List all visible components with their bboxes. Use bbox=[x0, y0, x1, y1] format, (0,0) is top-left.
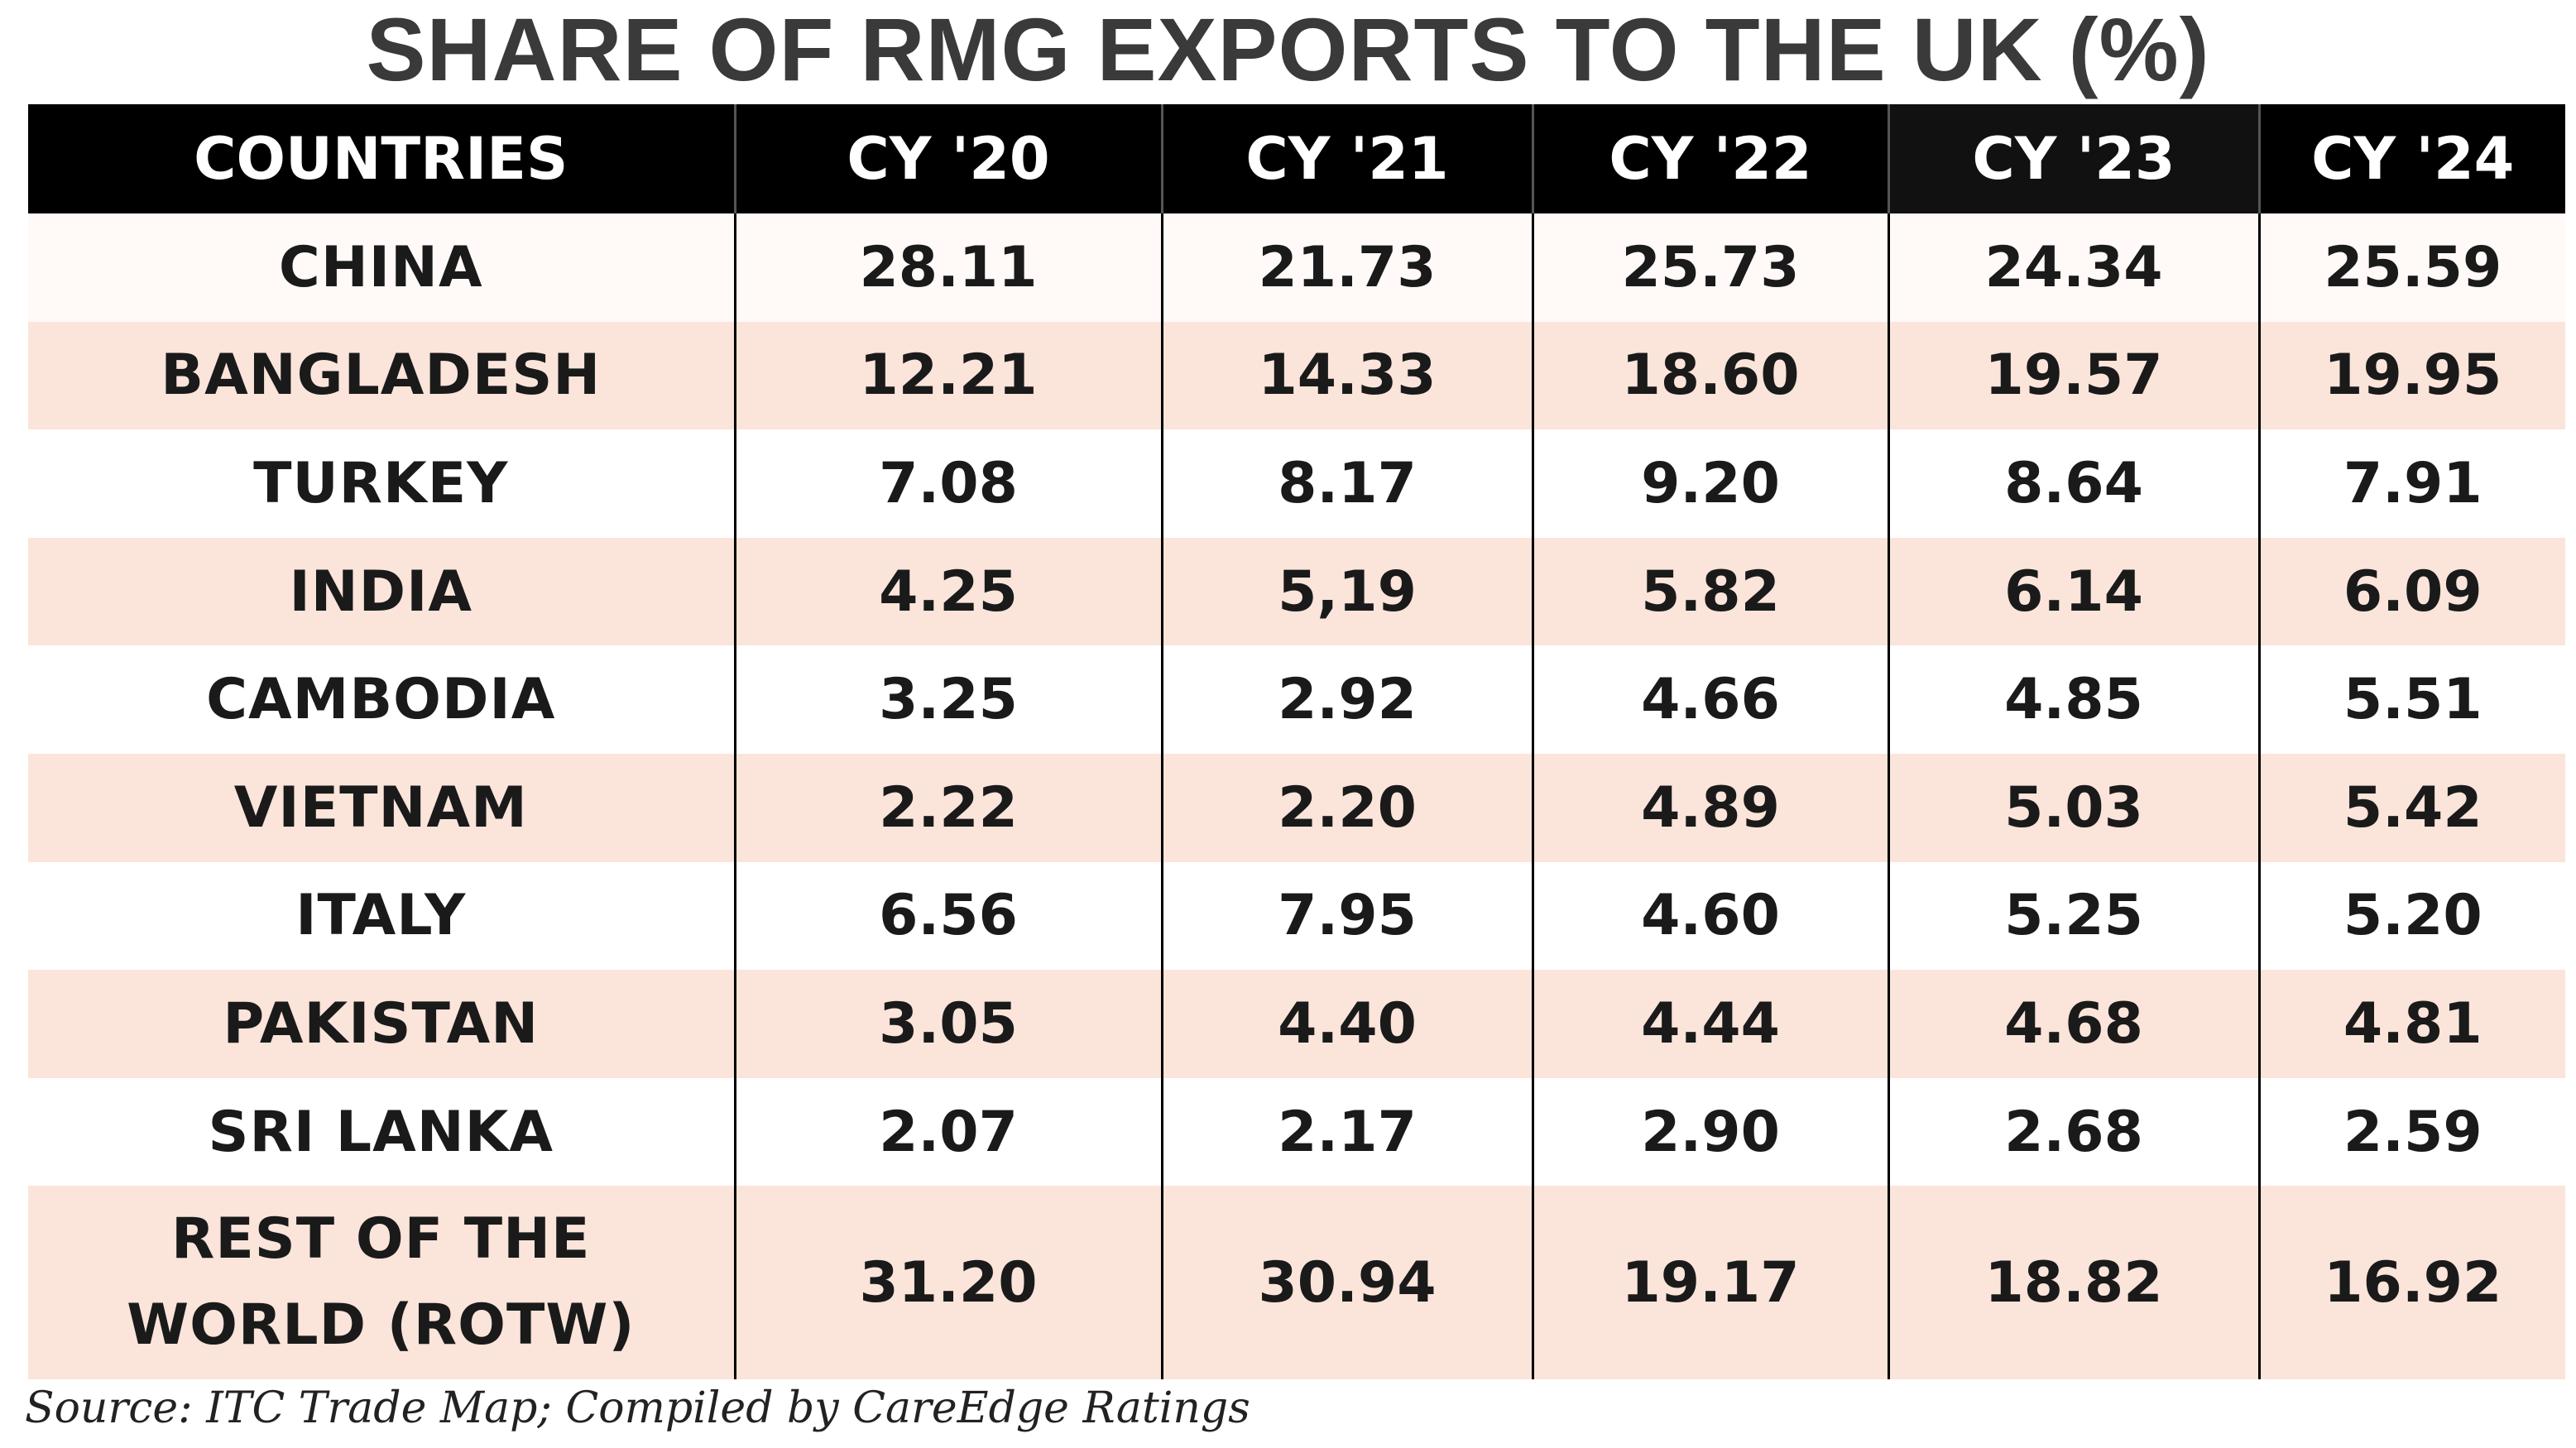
country-cell: ITALY bbox=[295, 883, 467, 949]
value-cell: 7.91 bbox=[2257, 429, 2565, 538]
value-cell: 5.42 bbox=[2257, 753, 2565, 862]
column-header-countries: COUNTRIES bbox=[194, 125, 568, 193]
column-header-cy22: CY '22 bbox=[1531, 104, 1888, 213]
column-header-cy20: CY '20 bbox=[733, 104, 1162, 213]
table-row: CHINA 28.11 21.73 25.73 24.34 25.59 bbox=[28, 213, 2565, 322]
source-note: Source: ITC Trade Map; Compiled by CareE… bbox=[25, 1383, 1250, 1433]
value-cell: 21.73 bbox=[1160, 213, 1533, 322]
country-cell: CHINA bbox=[278, 234, 483, 300]
value-cell: 25.73 bbox=[1531, 213, 1888, 322]
value-cell: 5.20 bbox=[2257, 861, 2565, 971]
table-row: INDIA 4.25 5,19 5.82 6.14 6.09 bbox=[28, 537, 2565, 646]
table-row: REST OF THE WORLD (ROTW) 31.20 30.94 19.… bbox=[28, 1186, 2565, 1380]
value-cell: 18.60 bbox=[1531, 321, 1888, 430]
value-cell: 5.51 bbox=[2257, 645, 2565, 754]
value-cell: 12.21 bbox=[733, 321, 1162, 430]
value-cell: 6.56 bbox=[733, 861, 1162, 971]
country-cell: BANGLADESH bbox=[161, 343, 602, 409]
value-cell: 8.64 bbox=[1887, 429, 2259, 538]
value-cell: 2.20 bbox=[1160, 753, 1533, 862]
table-row: VIETNAM 2.22 2.20 4.89 5.03 5.42 bbox=[28, 753, 2565, 862]
country-cell: VIETNAM bbox=[233, 774, 528, 841]
country-cell: INDIA bbox=[289, 559, 473, 625]
value-cell: 4.40 bbox=[1160, 970, 1533, 1078]
country-cell: REST OF THE WORLD (ROTW) bbox=[127, 1206, 636, 1359]
value-cell: 9.20 bbox=[1531, 429, 1888, 538]
value-cell: 4.44 bbox=[1531, 970, 1888, 1078]
value-cell: 5.03 bbox=[1887, 753, 2259, 862]
country-cell: TURKEY bbox=[253, 450, 509, 516]
value-cell: 4.89 bbox=[1531, 753, 1888, 862]
value-cell: 25.59 bbox=[2257, 213, 2565, 322]
header-row: COUNTRIES CY '20 CY '21 CY '22 CY '23 CY… bbox=[28, 104, 2565, 213]
chart-title: SHARE OF RMG EXPORTS TO THE UK (%) bbox=[366, 0, 2210, 99]
table-row: CAMBODIA 3.25 2.92 4.66 4.85 5.51 bbox=[28, 645, 2565, 754]
value-cell: 4.85 bbox=[1887, 645, 2259, 754]
value-cell: 2.17 bbox=[1160, 1077, 1533, 1187]
country-cell: CAMBODIA bbox=[206, 667, 556, 733]
table-row: PAKISTAN 3.05 4.40 4.44 4.68 4.81 bbox=[28, 970, 2565, 1078]
value-cell: 3.05 bbox=[733, 970, 1162, 1078]
value-cell: 2.68 bbox=[1887, 1077, 2259, 1187]
value-cell: 6.09 bbox=[2257, 537, 2565, 646]
value-cell: 7.08 bbox=[733, 429, 1162, 538]
value-cell: 19.57 bbox=[1887, 321, 2259, 430]
value-cell: 24.34 bbox=[1887, 213, 2259, 322]
table-row: TURKEY 7.08 8.17 9.20 8.64 7.91 bbox=[28, 429, 2565, 538]
value-cell: 4.25 bbox=[733, 537, 1162, 646]
column-header-cy23: CY '23 bbox=[1887, 104, 2259, 213]
value-cell: 2.22 bbox=[733, 753, 1162, 862]
value-cell: 3.25 bbox=[733, 645, 1162, 754]
value-cell: 7.95 bbox=[1160, 861, 1533, 971]
value-cell: 6.14 bbox=[1887, 537, 2259, 646]
value-cell: 2.92 bbox=[1160, 645, 1533, 754]
value-cell: 5,19 bbox=[1160, 537, 1533, 646]
value-cell: 5.25 bbox=[1887, 861, 2259, 971]
value-cell: 2.90 bbox=[1531, 1077, 1888, 1187]
column-header-cy24: CY '24 bbox=[2257, 104, 2565, 213]
data-table: COUNTRIES CY '20 CY '21 CY '22 CY '23 CY… bbox=[28, 104, 2565, 1380]
value-cell: 30.94 bbox=[1160, 1186, 1533, 1380]
table-row: BANGLADESH 12.21 14.33 18.60 19.57 19.95 bbox=[28, 321, 2565, 430]
value-cell: 28.11 bbox=[733, 213, 1162, 322]
value-cell: 19.17 bbox=[1531, 1186, 1888, 1380]
country-cell: PAKISTAN bbox=[223, 990, 540, 1057]
value-cell: 4.66 bbox=[1531, 645, 1888, 754]
table-row: SRI LANKA 2.07 2.17 2.90 2.68 2.59 bbox=[28, 1077, 2565, 1187]
value-cell: 4.60 bbox=[1531, 861, 1888, 971]
value-cell: 31.20 bbox=[733, 1186, 1162, 1380]
value-cell: 2.59 bbox=[2257, 1077, 2565, 1187]
value-cell: 5.82 bbox=[1531, 537, 1888, 646]
column-header-cy21: CY '21 bbox=[1160, 104, 1533, 213]
value-cell: 14.33 bbox=[1160, 321, 1533, 430]
table-row: ITALY 6.56 7.95 4.60 5.25 5.20 bbox=[28, 861, 2565, 971]
value-cell: 4.81 bbox=[2257, 970, 2565, 1078]
value-cell: 19.95 bbox=[2257, 321, 2565, 430]
value-cell: 18.82 bbox=[1887, 1186, 2259, 1380]
value-cell: 8.17 bbox=[1160, 429, 1533, 538]
value-cell: 16.92 bbox=[2257, 1186, 2565, 1380]
country-cell: SRI LANKA bbox=[208, 1099, 554, 1165]
value-cell: 2.07 bbox=[733, 1077, 1162, 1187]
value-cell: 4.68 bbox=[1887, 970, 2259, 1078]
